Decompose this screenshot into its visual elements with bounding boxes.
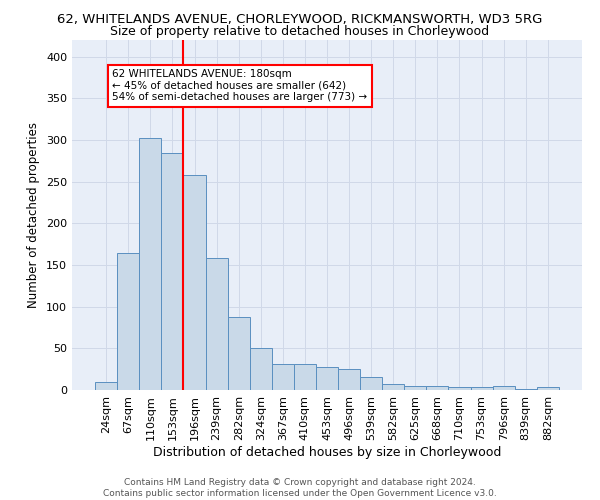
Bar (360, 376, 382, 390)
Text: 62 WHITELANDS AVENUE: 180sqm
← 45% of detached houses are smaller (642)
54% of s: 62 WHITELANDS AVENUE: 180sqm ← 45% of de… (112, 69, 368, 102)
Bar (338, 369, 360, 390)
Bar (206, 258, 227, 390)
Bar (184, 175, 206, 390)
Bar (493, 386, 515, 390)
Text: Size of property relative to detached houses in Chorleywood: Size of property relative to detached ho… (110, 25, 490, 38)
Bar (139, 138, 161, 390)
X-axis label: Distribution of detached houses by size in Chorleywood: Distribution of detached houses by size … (153, 446, 501, 458)
Bar (227, 316, 250, 390)
Y-axis label: Number of detached properties: Number of detached properties (28, 122, 40, 308)
Bar (382, 384, 404, 390)
Bar (294, 364, 316, 390)
Bar (427, 386, 448, 390)
Bar (404, 386, 427, 390)
Text: Contains HM Land Registry data © Crown copyright and database right 2024.
Contai: Contains HM Land Registry data © Crown c… (103, 478, 497, 498)
Bar (448, 386, 470, 390)
Text: 62, WHITELANDS AVENUE, CHORLEYWOOD, RICKMANSWORTH, WD3 5RG: 62, WHITELANDS AVENUE, CHORLEYWOOD, RICK… (58, 12, 542, 26)
Bar (515, 389, 537, 390)
Bar (316, 366, 338, 390)
Bar (161, 154, 184, 390)
Bar (117, 252, 139, 390)
Bar (537, 386, 559, 390)
Bar (272, 364, 294, 390)
Bar (250, 348, 272, 390)
Bar (470, 386, 493, 390)
Bar (95, 382, 117, 390)
